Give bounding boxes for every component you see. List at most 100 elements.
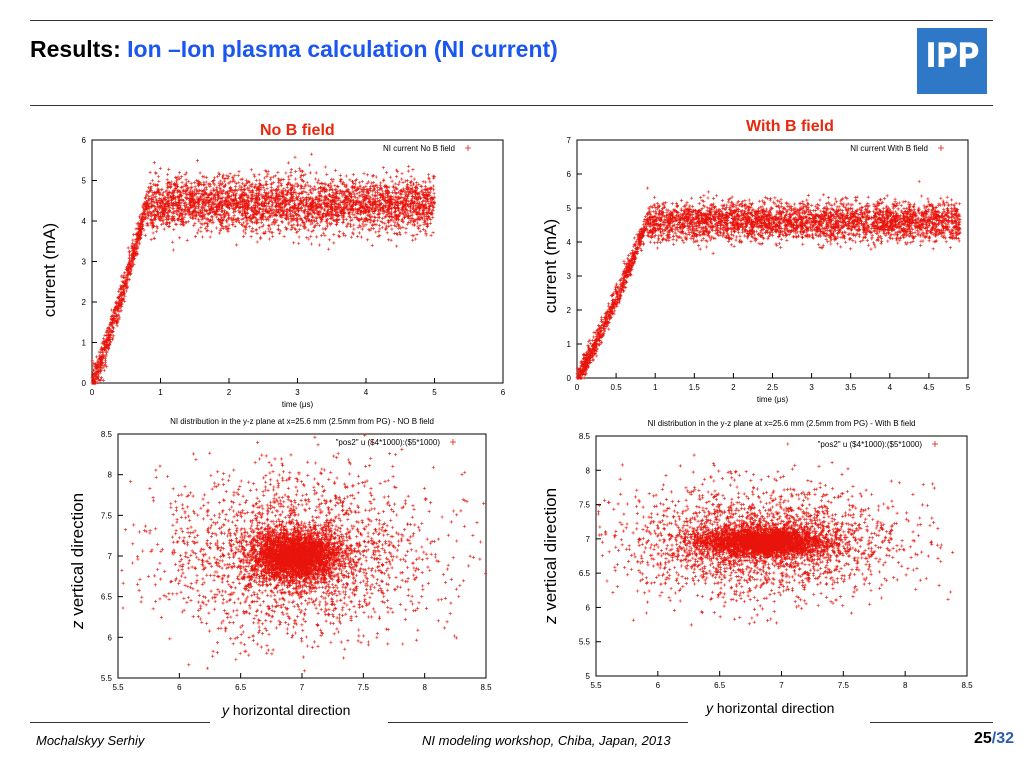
y-tick-label: 7 bbox=[108, 552, 113, 561]
x-tick-label: 4.5 bbox=[923, 383, 935, 392]
footer-author: Mochalskyy Serhiy bbox=[36, 733, 145, 748]
y-tick-label: 2 bbox=[567, 306, 572, 315]
y-tick-label: 1 bbox=[567, 340, 572, 349]
y-tick-label: 3 bbox=[567, 272, 572, 281]
right-y-label: y horizontal direction bbox=[706, 700, 835, 716]
x-tick-label: 8.5 bbox=[480, 683, 492, 692]
y-tick-label: 4 bbox=[82, 217, 87, 226]
legend-label: "pos2" u ($4*1000):($5*1000) bbox=[336, 438, 441, 447]
title-prefix: Results: bbox=[30, 36, 121, 62]
legend-label: NI current With B field bbox=[850, 144, 928, 153]
x-tick-label: 0.5 bbox=[611, 383, 623, 392]
y-tick-label: 8.5 bbox=[101, 430, 113, 439]
y-tick-label: 5 bbox=[82, 177, 87, 186]
y-tick-label: 3 bbox=[82, 258, 87, 267]
chart-title: NI distribution in the y-z plane at x=25… bbox=[648, 419, 916, 428]
slide-title: Results: Ion –Ion plasma calculation (NI… bbox=[30, 36, 558, 63]
x-tick-label: 1 bbox=[653, 383, 658, 392]
y-tick-label: 6 bbox=[108, 633, 113, 642]
x-tick-label: 6.5 bbox=[714, 681, 726, 690]
y-tick-label: 5.5 bbox=[579, 638, 591, 647]
y-tick-label: 7 bbox=[567, 136, 572, 145]
x-axis-title: time (μs) bbox=[757, 395, 789, 404]
y-tick-label: 8 bbox=[108, 471, 113, 480]
logo-text: IPP bbox=[925, 36, 979, 76]
current-with-b-field-plot: 0 0.5 1 1.5 2 2.5 3 3.5 4 4.5 5 0 1 2 3 4 5 6 7 time (μs) NI… bbox=[567, 136, 971, 404]
x-tick-label: 7 bbox=[779, 681, 784, 690]
series-points bbox=[575, 179, 962, 380]
y-tick-label: 5 bbox=[586, 672, 591, 681]
x-tick-label: 5.5 bbox=[590, 681, 602, 690]
x-tick-label: 1.5 bbox=[689, 383, 701, 392]
x-tick-label: 2.5 bbox=[767, 383, 779, 392]
data-points-path bbox=[90, 152, 436, 385]
legend-marker bbox=[938, 145, 944, 151]
y-tick-label: 6 bbox=[567, 170, 572, 179]
x-tick-label: 1 bbox=[158, 388, 163, 397]
x-tick-label: 8.5 bbox=[961, 681, 973, 690]
x-axis-title: time (μs) bbox=[282, 400, 314, 409]
ipp-logo: IPP bbox=[917, 28, 987, 94]
header-rule bbox=[30, 105, 993, 106]
x-tick-label: 7 bbox=[300, 683, 305, 692]
x-tick-label: 0 bbox=[90, 388, 95, 397]
top-rule bbox=[30, 20, 993, 21]
y-tick-label: 6.5 bbox=[101, 593, 113, 602]
series-points bbox=[90, 152, 436, 385]
x-tick-label: 2 bbox=[731, 383, 736, 392]
footer-rule-right bbox=[870, 722, 993, 723]
x-tick-label: 5 bbox=[432, 388, 437, 397]
legend-marker bbox=[450, 439, 456, 445]
x-tick-label: 0 bbox=[575, 383, 580, 392]
y-tick-label: 2 bbox=[82, 298, 87, 307]
y-tick-label: 7.5 bbox=[101, 511, 113, 520]
left-y-label: y horizontal direction bbox=[222, 702, 351, 718]
legend-label: NI current No B field bbox=[383, 144, 455, 153]
x-tick-label: 8 bbox=[903, 681, 908, 690]
y-tick-label: 8.5 bbox=[579, 432, 591, 441]
x-tick-label: 7.5 bbox=[358, 683, 370, 692]
x-tick-label: 6 bbox=[501, 388, 506, 397]
x-tick-label: 5.5 bbox=[112, 683, 124, 692]
right-panel-heading: With B field bbox=[746, 118, 834, 135]
y-tick-label: 5 bbox=[567, 204, 572, 213]
x-tick-label: 6 bbox=[656, 681, 661, 690]
series-points bbox=[120, 433, 488, 673]
series-points bbox=[596, 442, 955, 627]
x-tick-label: 4 bbox=[364, 388, 369, 397]
y-tick-label: 7 bbox=[586, 535, 591, 544]
x-tick-label: 6 bbox=[177, 683, 182, 692]
legend-marker bbox=[465, 145, 471, 151]
data-points-path bbox=[575, 179, 962, 380]
y-tick-label: 6.5 bbox=[579, 569, 591, 578]
y-tick-label: 4 bbox=[567, 238, 572, 247]
x-tick-label: 5 bbox=[966, 383, 971, 392]
x-tick-label: 7.5 bbox=[838, 681, 850, 690]
chart-title: NI distribution in the y-z plane at x=25… bbox=[170, 417, 434, 426]
y-tick-label: 8 bbox=[586, 466, 591, 475]
y-tick-label: 1 bbox=[82, 339, 87, 348]
distribution-no-b-field-plot: 5.5 6 6.5 7 7.5 8 8.5 5.5 6 6.5 7 7.5 8 8.5 NI distrib… bbox=[101, 417, 492, 692]
x-tick-label: 3 bbox=[809, 383, 814, 392]
page-number: 25/32 bbox=[973, 730, 1014, 747]
footer-rule-mid bbox=[388, 722, 688, 723]
legend-marker bbox=[932, 441, 938, 447]
y-tick-label: 0 bbox=[567, 374, 572, 383]
x-tick-label: 3 bbox=[295, 388, 300, 397]
y-tick-label: 6 bbox=[586, 603, 591, 612]
y-tick-label: 7.5 bbox=[579, 501, 591, 510]
left-panel-heading: No B field bbox=[260, 122, 335, 139]
data-points-path bbox=[120, 433, 488, 673]
x-tick-label: 8 bbox=[422, 683, 427, 692]
x-tick-label: 2 bbox=[227, 388, 232, 397]
current-no-b-field-plot: 0 1 2 3 4 5 6 0 1 2 3 4 5 6 time (μs) NI current No B f… bbox=[82, 136, 506, 409]
y-tick-label: 5.5 bbox=[101, 674, 113, 683]
y-tick-label: 6 bbox=[82, 136, 87, 145]
legend-label: "pos2" u ($4*1000):($5*1000) bbox=[818, 440, 923, 449]
footer-rule-left bbox=[30, 722, 210, 723]
title-main: Ion –Ion plasma calculation (NI current) bbox=[127, 36, 558, 62]
x-tick-label: 4 bbox=[888, 383, 893, 392]
x-tick-label: 6.5 bbox=[235, 683, 247, 692]
x-tick-label: 3.5 bbox=[845, 383, 857, 392]
